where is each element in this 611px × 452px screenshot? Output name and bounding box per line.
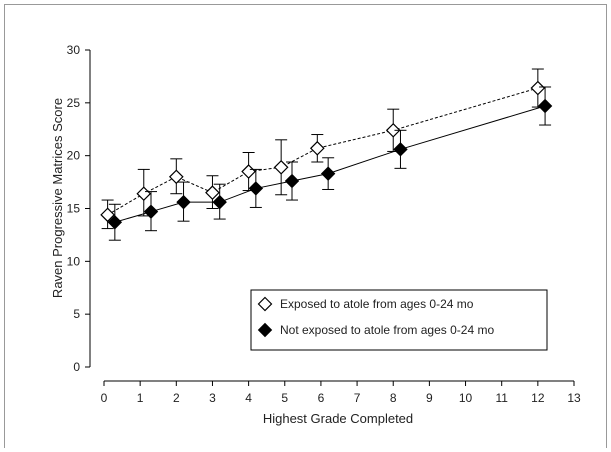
x-tick-label: 10 xyxy=(459,391,473,405)
legend-box xyxy=(250,289,548,351)
data-point-filled-diamond xyxy=(248,181,264,196)
data-point-open-diamond xyxy=(530,80,546,96)
x-tick-label: 9 xyxy=(426,391,433,405)
x-tick-label: 6 xyxy=(318,391,325,405)
data-point-filled-diamond xyxy=(212,194,227,210)
x-tick-label: 11 xyxy=(495,391,508,405)
data-point-filled-diamond xyxy=(537,98,553,114)
x-tick-label: 1 xyxy=(137,391,144,405)
x-tick-label: 8 xyxy=(390,391,397,405)
y-tick-label: 25 xyxy=(67,96,81,110)
x-tick-label: 5 xyxy=(281,391,288,405)
data-point-open-diamond xyxy=(100,207,115,223)
legend: Exposed to atole from ages 0-24 mo Not e… xyxy=(250,289,548,351)
data-point-open-diamond xyxy=(168,169,184,185)
y-tick-label: 10 xyxy=(67,254,81,268)
series-line xyxy=(107,87,538,216)
data-point-filled-diamond xyxy=(176,194,191,210)
legend-marker-open-diamond xyxy=(257,296,273,312)
x-tick-label: 13 xyxy=(567,391,581,405)
data-point-filled-diamond xyxy=(393,142,408,157)
x-axis-title: Highest Grade Completed xyxy=(263,411,413,426)
y-tick-label: 5 xyxy=(73,307,80,321)
y-tick-label: 20 xyxy=(67,149,81,163)
figure-frame xyxy=(4,4,607,448)
y-axis-title: Raven Progressive Matrices Score xyxy=(50,98,65,298)
x-tick-label: 2 xyxy=(173,391,180,405)
legend-label-exposed: Exposed to atole from ages 0-24 mo xyxy=(280,297,474,311)
data-point-filled-diamond xyxy=(284,173,300,189)
y-tick-label: 15 xyxy=(67,202,81,216)
y-tick-label: 0 xyxy=(73,360,80,374)
data-point-open-diamond xyxy=(136,186,152,202)
legend-label-not-exposed: Not exposed to atole from ages 0-24 mo xyxy=(280,323,494,337)
x-tick-label: 0 xyxy=(101,391,108,405)
x-tick-label: 3 xyxy=(209,391,216,405)
data-point-open-diamond xyxy=(205,185,220,200)
series-layer xyxy=(100,68,553,241)
legend-marker-filled-diamond xyxy=(257,322,273,338)
x-tick-label: 12 xyxy=(531,391,545,405)
y-tick-label: 30 xyxy=(67,43,81,57)
x-tick-label: 7 xyxy=(354,391,361,405)
x-tick-label: 4 xyxy=(245,391,252,405)
data-point-open-diamond xyxy=(385,122,401,138)
data-point-open-diamond xyxy=(241,164,256,179)
series-not-exposed xyxy=(107,86,553,241)
data-point-filled-diamond xyxy=(320,166,336,181)
data-point-open-diamond xyxy=(309,140,325,156)
data-point-open-diamond xyxy=(273,159,289,175)
data-point-filled-diamond xyxy=(107,215,123,230)
data-point-filled-diamond xyxy=(143,204,159,219)
series-exposed xyxy=(100,68,546,230)
